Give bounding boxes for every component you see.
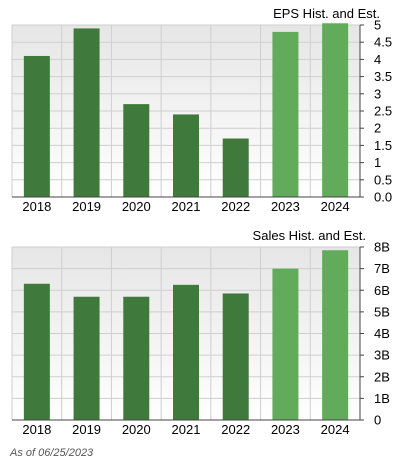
sales-bar-2018 (23, 283, 50, 420)
as-of-date: As of 06/25/2023 (10, 447, 94, 459)
eps-y-tick-label: 5 (374, 18, 381, 33)
eps-bar-2021 (173, 114, 199, 197)
sales-chart-title: Sales Hist. and Est. (253, 228, 366, 243)
sales-chart: Sales Hist. and Est. 2018 2019 2020 2021 202… (11, 228, 390, 437)
sales-bar-2020 (123, 296, 150, 420)
eps-bar-2018 (23, 55, 50, 198)
sales-x-tick-label: 2021 (172, 422, 201, 437)
sales-x-tick-label: 2020 (122, 422, 151, 437)
eps-x-tick-label: 2021 (172, 199, 201, 214)
sales-y-tick-label: 1B (374, 391, 390, 406)
sales-y-tick-label: 3B (374, 348, 390, 363)
eps-bar-2022 (222, 138, 249, 197)
eps-chart-title: EPS Hist. and Est. (273, 6, 380, 21)
eps-x-tick-label: 2020 (122, 199, 151, 214)
sales-y-tick-label: 5B (374, 304, 390, 319)
eps-bar-2023 (272, 31, 299, 197)
sales-y-tick-label: 4B (374, 326, 390, 341)
sales-y-tick-label: 8B (374, 240, 390, 255)
sales-x-tick-label: 2018 (22, 422, 51, 437)
eps-y-tick-label: 3 (374, 86, 381, 101)
sales-x-tick-label: 2019 (72, 422, 101, 437)
eps-bar-2024 (322, 23, 349, 198)
sales-bar-2023 (272, 268, 299, 420)
eps-y-tick-label: 2.5 (374, 104, 392, 119)
eps-bar-2020 (123, 104, 150, 197)
eps-x-tick-label: 2024 (321, 199, 350, 214)
eps-y-tick-label: 4.5 (374, 35, 392, 50)
sales-y-tick-label: 7B (374, 261, 390, 276)
eps-x-tick-label: 2019 (72, 199, 101, 214)
eps-y-tick-label: 3.5 (374, 69, 392, 84)
sales-x-tick-label: 2022 (221, 422, 250, 437)
eps-y-tick-label: 0.0 (374, 190, 392, 205)
sales-y-tick-label: 6B (374, 283, 390, 298)
sales-bar-2022 (222, 293, 249, 420)
eps-chart: EPS Hist. and Est. 2018 2019 2020 2021 2022 2… (11, 6, 392, 214)
eps-x-tick-label: 2023 (271, 199, 300, 214)
sales-x-tick-label: 2023 (271, 422, 300, 437)
eps-x-tick-label: 2022 (221, 199, 250, 214)
sales-y-tick-label: 0 (374, 413, 381, 428)
eps-y-tick-label: 2 (374, 121, 381, 136)
eps-bar-2019 (73, 28, 100, 197)
eps-y-tick-label: 1.5 (374, 138, 392, 153)
eps-y-tick-label: 4 (374, 52, 381, 67)
eps-y-tick-label: 1 (374, 155, 381, 170)
eps-x-tick-label: 2018 (22, 199, 51, 214)
sales-bar-2024 (322, 250, 349, 420)
sales-bar-2021 (173, 284, 199, 420)
sales-x-tick-label: 2024 (321, 422, 350, 437)
sales-y-tick-label: 2B (374, 369, 390, 384)
sales-bar-2019 (73, 296, 100, 420)
eps-y-tick-label: 0.5 (374, 172, 392, 187)
